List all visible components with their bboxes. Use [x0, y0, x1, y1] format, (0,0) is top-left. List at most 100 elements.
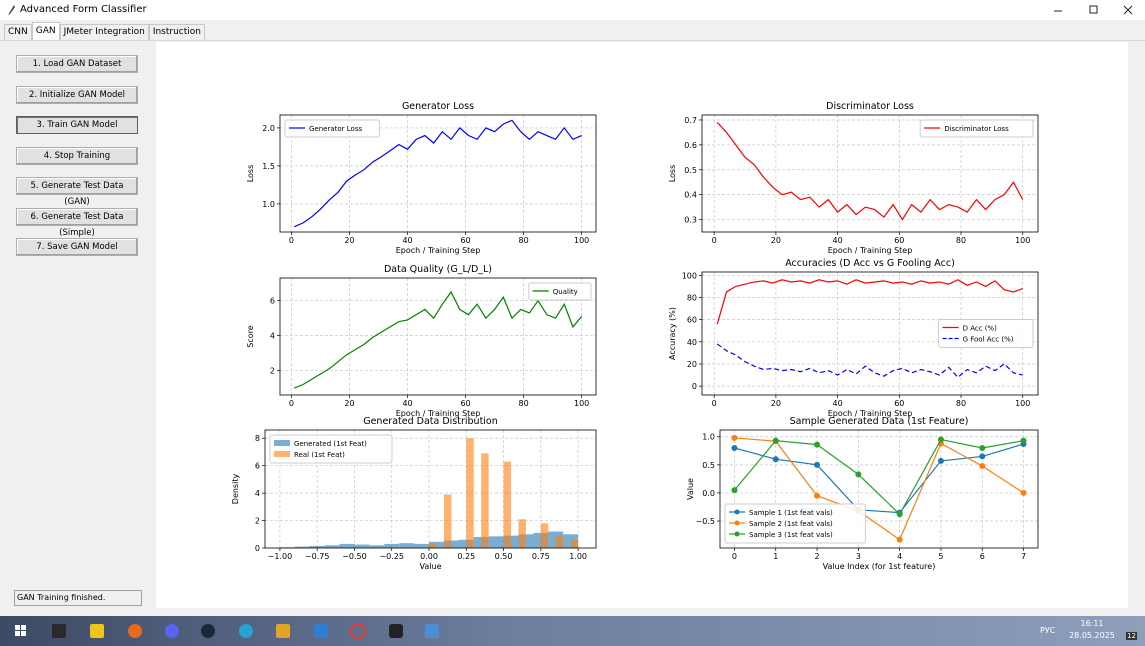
x-axis-label: Value [420, 562, 442, 571]
x-tick-label: 3 [856, 552, 861, 561]
y-tick-label: 8 [255, 434, 260, 443]
y-tick-label: 0.5 [684, 166, 697, 175]
y-axis-label: Value [686, 478, 695, 500]
x-tick-label: 80 [519, 236, 529, 245]
y-tick-label: 40 [687, 338, 697, 347]
x-tick-label: 60 [460, 399, 470, 408]
x-axis-label: Epoch / Training Step [828, 246, 913, 255]
language[interactable]: РУС [1040, 626, 1055, 635]
y-tick-label: 0.4 [684, 191, 697, 200]
x-tick-label: 0 [289, 236, 294, 245]
x-tick-label: 100 [1015, 236, 1030, 245]
chart-title: Generated Data Distribution [363, 416, 498, 427]
y-tick-label: 0 [692, 382, 697, 391]
y-tick-label: 2 [270, 367, 275, 376]
legend-label: Quality [553, 288, 578, 296]
x-tick-label: 0.00 [420, 552, 438, 561]
histogram-bar [444, 494, 451, 548]
y-tick-label: 4 [270, 332, 275, 341]
x-tick-label: 0.75 [532, 552, 550, 561]
y-tick-label: 100 [682, 271, 697, 280]
y-tick-label: 0.5 [702, 461, 715, 470]
marker [897, 537, 903, 543]
y-tick-label: 4 [255, 489, 260, 498]
y-tick-label: 2.0 [262, 124, 275, 133]
y-tick-label: 1.0 [262, 200, 275, 209]
histogram-bar [571, 540, 578, 548]
histogram-bar [399, 543, 414, 548]
marker [814, 493, 820, 499]
marker [979, 453, 985, 459]
y-tick-label: 2 [255, 517, 260, 526]
chart-title: Discriminator Loss [826, 101, 914, 112]
x-tick-label: 6 [980, 552, 985, 561]
marker [855, 471, 861, 477]
legend-marker [735, 521, 740, 526]
x-axis-label: Epoch / Training Step [396, 246, 481, 255]
x-tick-label: 0 [712, 399, 717, 408]
x-tick-label: 60 [894, 399, 904, 408]
x-tick-label: 0 [732, 552, 737, 561]
taskbar: РУС 16:11 28.05.2025 12 [0, 616, 1145, 646]
y-tick-label: 20 [687, 360, 697, 369]
x-tick-label: 2 [815, 552, 820, 561]
marker [731, 435, 737, 441]
x-tick-label: 20 [344, 399, 354, 408]
x-tick-label: 0 [289, 399, 294, 408]
x-tick-label: −0.50 [342, 552, 367, 561]
chart-title: Generator Loss [402, 101, 474, 112]
x-tick-label: −1.00 [268, 552, 293, 561]
x-tick-label: 0.25 [457, 552, 475, 561]
y-tick-label: 1.5 [262, 162, 275, 171]
y-tick-label: 60 [687, 316, 697, 325]
marker [979, 463, 985, 469]
x-tick-label: 100 [574, 399, 589, 408]
x-tick-label: 60 [894, 236, 904, 245]
clock-date[interactable]: 28.05.2025 [1066, 631, 1118, 640]
y-axis-label: Density [231, 474, 240, 505]
y-tick-label: 80 [687, 293, 697, 302]
marker [938, 458, 944, 464]
legend-label: Sample 3 (1st feat vals) [749, 531, 833, 539]
histogram-bar [340, 544, 355, 548]
line [717, 280, 1022, 324]
y-tick-label: 1.0 [702, 433, 715, 442]
x-tick-label: −0.75 [305, 552, 330, 561]
histogram-bar [481, 453, 488, 548]
legend-label: Discriminator Loss [944, 125, 1009, 133]
histogram-bar [429, 544, 436, 548]
taskbar-icons[interactable] [0, 616, 460, 646]
x-tick-label: 1 [773, 552, 778, 561]
legend-label: G Fool Acc (%) [963, 336, 1014, 344]
legend-marker [735, 532, 740, 537]
marker [897, 511, 903, 517]
x-tick-label: 60 [460, 236, 470, 245]
x-tick-label: 4 [897, 552, 902, 561]
histogram-bar [325, 545, 340, 548]
legend-swatch [274, 451, 290, 457]
legend-label: Generated (1st Feat) [294, 440, 367, 448]
y-axis-label: Loss [668, 165, 677, 183]
legend-label: Generator Loss [309, 125, 362, 133]
legend-label: Sample 1 (1st feat vals) [749, 509, 833, 517]
y-tick-label: 0 [255, 544, 260, 553]
chart-title: Accuracies (D Acc vs G Fooling Acc) [785, 258, 955, 269]
clock-time[interactable]: 16:11 [1072, 619, 1112, 628]
y-tick-label: −0.5 [696, 517, 715, 526]
histogram-bar [504, 462, 511, 548]
legend-label: Sample 2 (1st feat vals) [749, 520, 833, 528]
line [294, 292, 581, 388]
y-axis-label: Score [246, 325, 255, 347]
x-tick-label: 20 [771, 236, 781, 245]
x-axis-label: Value Index (for 1st feature) [823, 562, 936, 571]
x-tick-label: 40 [833, 236, 843, 245]
histogram-bar [556, 536, 563, 548]
legend-swatch [274, 440, 290, 446]
x-tick-label: 7 [1021, 552, 1026, 561]
x-tick-label: −0.25 [379, 552, 404, 561]
x-tick-label: 0 [712, 236, 717, 245]
page: Advanced Form Classifier CNN GAN JMeter … [0, 0, 1145, 646]
notification-badge[interactable]: 12 [1126, 632, 1137, 640]
y-tick-label: 6 [255, 462, 260, 471]
histogram-bar [354, 545, 369, 548]
